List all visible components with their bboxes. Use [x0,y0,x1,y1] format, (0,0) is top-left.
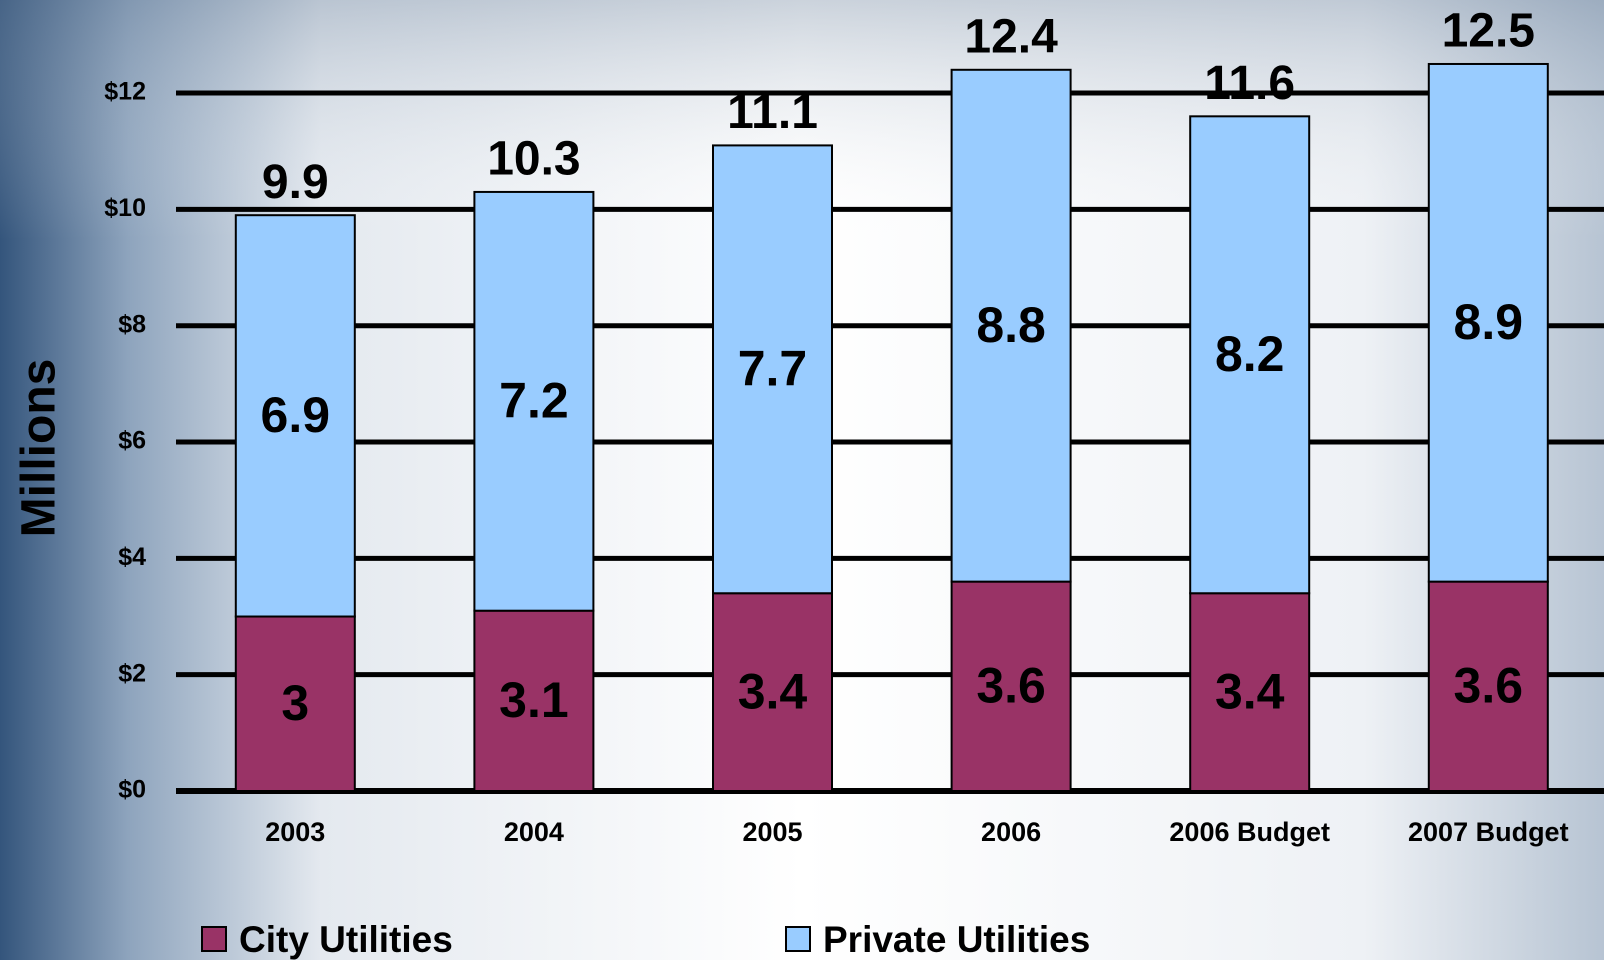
y-tick-label: $10 [104,194,146,222]
y-tick-label: $0 [118,776,146,804]
y-tick-label: $12 [104,78,146,106]
x-tick-label: 2006 Budget [1169,817,1330,847]
segment-label: 3.4 [738,663,808,719]
total-label: 10.3 [487,133,580,186]
total-label: 11.6 [1204,57,1295,110]
total-label: 12.4 [964,10,1058,63]
segment-label: 3.1 [499,672,569,728]
y-tick-label: $6 [118,427,146,455]
segment-label: 8.8 [976,297,1046,353]
total-label: 9.9 [262,156,329,209]
segment-label: 8.2 [1215,326,1285,382]
legend-swatch [785,926,811,952]
bar-segment [234,214,356,618]
segment-label: 6.9 [261,387,331,443]
bar-segment [1189,115,1311,595]
bar-segment [950,68,1072,583]
legend-label: City Utilities [239,919,453,960]
total-label: 11.1 [727,86,818,139]
segment-label: 3.6 [976,658,1046,714]
y-tick-label: $2 [118,659,146,687]
bar-segment [950,580,1072,793]
segment-label: 3.4 [1215,663,1285,719]
x-tick-label: 2007 Budget [1408,817,1569,847]
legend-label: Private Utilities [823,919,1090,960]
y-tick-label: $4 [118,543,146,571]
segment-label: 7.2 [499,373,569,429]
x-tick-label: 2004 [504,817,564,847]
x-tick-label: 2006 [981,817,1041,847]
bar-segment [234,615,356,792]
bar-segment [712,144,833,595]
segment-label: 3.6 [1454,658,1524,714]
x-tick-label: 2005 [742,817,802,847]
x-tick-label: 2003 [265,817,325,847]
bar-segment [1189,592,1311,792]
y-axis-title: Millions [13,359,66,538]
bar-segment [1427,62,1549,583]
bar-segment [712,592,833,792]
segment-label: 3 [281,675,309,731]
bar-segment [473,609,595,793]
segment-label: 7.7 [738,341,808,397]
y-tick-label: $8 [118,310,146,338]
bar-segment [473,190,595,612]
segment-label: 8.9 [1454,294,1524,350]
legend-swatch [201,926,227,952]
total-label: 12.5 [1442,5,1535,58]
